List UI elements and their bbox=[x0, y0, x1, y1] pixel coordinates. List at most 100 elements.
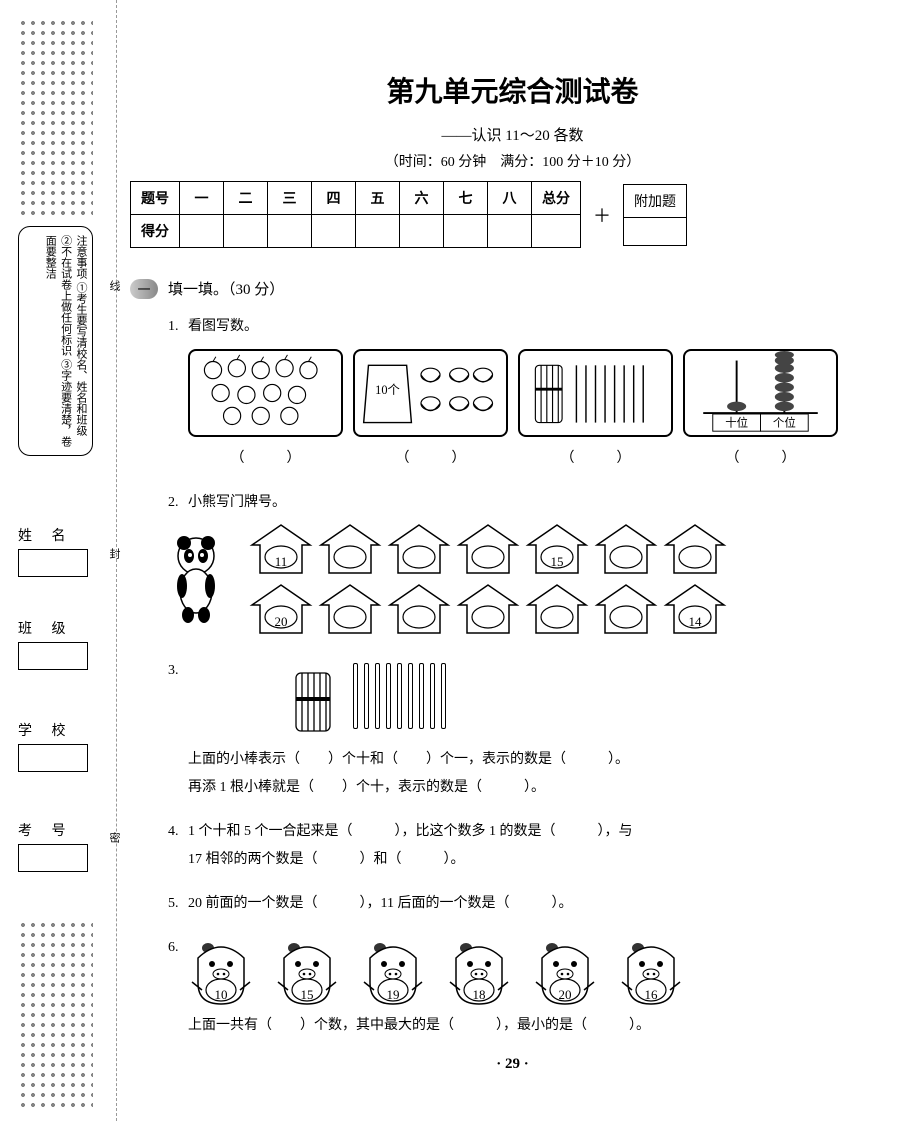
single-stick-icon bbox=[430, 663, 435, 729]
pig-icon: 19 bbox=[360, 938, 426, 1008]
extra-score-table: 附加题 bbox=[623, 184, 687, 246]
extra-score-cell[interactable] bbox=[624, 217, 687, 245]
score-table: 题号 一 二 三 四 五 六 七 八 总分 得分 bbox=[130, 181, 581, 248]
single-stick-icon bbox=[408, 663, 413, 729]
score-cell[interactable] bbox=[180, 215, 224, 248]
row-label-score: 得分 bbox=[131, 215, 180, 248]
house[interactable] bbox=[317, 521, 383, 577]
single-stick-icon bbox=[353, 663, 358, 729]
pig-icon: 18 bbox=[446, 938, 512, 1008]
class-field-group: 班 级 bbox=[18, 618, 108, 670]
col-7: 七 bbox=[444, 182, 488, 215]
q1-answer-1[interactable]: （ ） bbox=[188, 445, 343, 473]
house[interactable] bbox=[455, 581, 521, 637]
q4-num: 4. bbox=[168, 818, 188, 846]
col-1: 一 bbox=[180, 182, 224, 215]
house: 11 bbox=[248, 521, 314, 577]
question-1: 1. 看图写数。 bbox=[168, 313, 895, 473]
q4-line2[interactable]: 17 相邻的两个数是（ ）和（ ）。 bbox=[188, 846, 895, 874]
row-label-number: 题号 bbox=[131, 182, 180, 215]
q1-box-baskets: 10个 bbox=[353, 349, 508, 437]
house: 15 bbox=[524, 521, 590, 577]
rules-header: 注意事项 bbox=[75, 235, 87, 279]
question-5: 5. 20 前面的一个数是（ ），11 后面的一个数是（ ）。 bbox=[168, 890, 895, 918]
pig-icon: 20 bbox=[532, 938, 598, 1008]
extra-label: 附加题 bbox=[624, 184, 687, 217]
score-value-row: 得分 bbox=[131, 215, 581, 248]
q5-text[interactable]: 20 前面的一个数是（ ），11 后面的一个数是（ ）。 bbox=[188, 896, 572, 911]
exam-rules-box: 注意事项 ①考生要写清校名、姓名和班级 ②不在试卷上做任何标识 ③字迹要清楚，卷… bbox=[18, 226, 93, 456]
q5-num: 5. bbox=[168, 890, 188, 918]
house[interactable] bbox=[386, 521, 452, 577]
q1-box-sticks bbox=[518, 349, 673, 437]
fold-label-secret: 密 bbox=[106, 832, 122, 843]
single-stick-icon bbox=[375, 663, 380, 729]
name-input-box[interactable] bbox=[18, 549, 88, 577]
col-8: 八 bbox=[488, 182, 532, 215]
single-stick-icon bbox=[441, 663, 446, 729]
q3-line1[interactable]: 上面的小棒表示（ ）个十和（ ）个一，表示的数是（ ）。 bbox=[188, 746, 895, 774]
score-cell[interactable] bbox=[400, 215, 444, 248]
school-label: 学 校 bbox=[18, 720, 108, 740]
col-2: 二 bbox=[224, 182, 268, 215]
house: 14 bbox=[662, 581, 728, 637]
q1-box-abacus: 十位 个位 bbox=[683, 349, 838, 437]
q1-answer-4[interactable]: （ ） bbox=[683, 445, 838, 473]
class-input-box[interactable] bbox=[18, 642, 88, 670]
score-cell[interactable] bbox=[268, 215, 312, 248]
school-field-group: 学 校 bbox=[18, 720, 108, 772]
exam-no-input-box[interactable] bbox=[18, 844, 88, 872]
score-cell[interactable] bbox=[356, 215, 400, 248]
score-cell[interactable] bbox=[488, 215, 532, 248]
single-sticks bbox=[350, 663, 449, 740]
pig-icon: 16 bbox=[618, 938, 684, 1008]
q6-text[interactable]: 上面一共有（ ）个数，其中最大的是（ ），最小的是（ ）。 bbox=[188, 1012, 895, 1040]
score-area: 题号 一 二 三 四 五 六 七 八 总分 得分 bbox=[130, 181, 895, 248]
svg-text:十位: 十位 bbox=[725, 415, 748, 429]
house[interactable] bbox=[317, 581, 383, 637]
pig-icon: 15 bbox=[274, 938, 340, 1008]
q1-box-apples bbox=[188, 349, 343, 437]
school-input-box[interactable] bbox=[18, 744, 88, 772]
house[interactable] bbox=[593, 521, 659, 577]
fold-label-seal: 封 bbox=[106, 548, 122, 559]
score-cell[interactable] bbox=[312, 215, 356, 248]
section-1-title: 填一填。（30 分） bbox=[168, 278, 284, 299]
question-4: 4. 1 个十和 5 个一合起来是（ ），比这个数多 1 的数是（ ），与 17… bbox=[168, 818, 895, 874]
q1-answer-2[interactable]: （ ） bbox=[353, 445, 508, 473]
score-cell[interactable] bbox=[532, 215, 581, 248]
bag-label: 10个 bbox=[375, 383, 400, 397]
stick-bundle-icon bbox=[288, 669, 338, 735]
q1-answer-3[interactable]: （ ） bbox=[518, 445, 673, 473]
section-1-badge: 一 bbox=[130, 279, 158, 299]
score-cell[interactable] bbox=[444, 215, 488, 248]
single-stick-icon bbox=[397, 663, 402, 729]
house[interactable] bbox=[662, 521, 728, 577]
house[interactable] bbox=[386, 581, 452, 637]
question-6: 6. 101519182016 上面一共有（ ）个数，其中最大的是（ ），最小的… bbox=[168, 934, 895, 1040]
page-title: 第九单元综合测试卷 bbox=[130, 70, 895, 110]
col-3: 三 bbox=[268, 182, 312, 215]
svg-text:个位: 个位 bbox=[773, 415, 796, 429]
house[interactable] bbox=[524, 581, 590, 637]
house[interactable] bbox=[593, 581, 659, 637]
score-cell[interactable] bbox=[224, 215, 268, 248]
rule-1: ①考生要写清校名、姓名和班级 bbox=[75, 282, 87, 436]
col-total: 总分 bbox=[532, 182, 581, 215]
house-row-2: 2014 bbox=[248, 581, 895, 637]
name-label: 姓 名 bbox=[18, 525, 108, 545]
q4-line1[interactable]: 1 个十和 5 个一合起来是（ ），比这个数多 1 的数是（ ），与 bbox=[188, 818, 895, 846]
class-label: 班 级 bbox=[18, 618, 108, 638]
time-info: （时间：60 分钟 满分：100 分＋10 分） bbox=[130, 151, 895, 171]
page-number: · 29 · bbox=[130, 1056, 895, 1073]
col-5: 五 bbox=[356, 182, 400, 215]
decorative-pattern-top bbox=[18, 18, 93, 218]
house[interactable] bbox=[455, 521, 521, 577]
q6-num: 6. bbox=[168, 934, 188, 962]
exam-no-label: 考 号 bbox=[18, 820, 108, 840]
fold-dashed-line bbox=[116, 0, 117, 1121]
plus-sign: ＋ bbox=[589, 202, 615, 228]
q3-line2[interactable]: 再添 1 根小棒就是（ ）个十，表示的数是（ ）。 bbox=[188, 774, 895, 802]
name-field-group: 姓 名 bbox=[18, 525, 108, 577]
q2-text: 小熊写门牌号。 bbox=[188, 495, 286, 510]
